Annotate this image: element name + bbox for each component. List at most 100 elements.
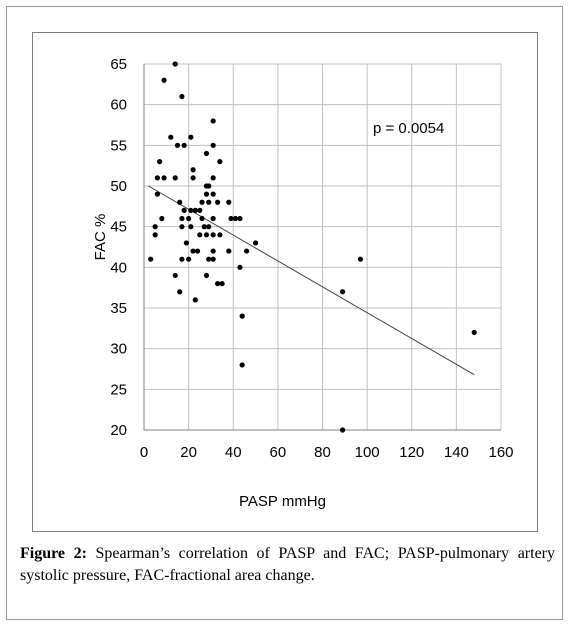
x-tick-label: 20 <box>180 444 197 461</box>
y-tick-label: 60 <box>110 97 127 114</box>
data-point <box>181 207 187 213</box>
data-point <box>179 215 185 222</box>
data-point <box>357 256 364 262</box>
data-point <box>210 256 216 262</box>
data-point <box>186 215 192 222</box>
data-point <box>237 264 243 270</box>
data-point <box>210 142 216 148</box>
data-point <box>183 240 189 246</box>
chart-frame: 0 20 40 60 80 100 120 140 160 65 60 55 50 45 40 35 30 25 2… <box>32 32 538 532</box>
y-tick-label: 65 <box>110 56 127 73</box>
data-point <box>154 175 160 181</box>
data-point <box>203 150 210 157</box>
data-point <box>192 207 198 213</box>
data-point <box>174 142 181 148</box>
data-point <box>172 272 178 279</box>
x-tick-label: 60 <box>270 444 287 461</box>
data-point <box>215 199 221 205</box>
data-point <box>179 256 185 262</box>
figure-frame: 0 20 40 60 80 100 120 140 160 65 60 55 50 45 40 35 30 25 2… <box>6 6 563 620</box>
data-point <box>226 199 232 205</box>
data-point <box>210 118 216 124</box>
data-point <box>148 256 154 262</box>
data-point <box>210 248 216 254</box>
data-point <box>154 191 160 197</box>
y-axis-label: FAC % <box>92 214 109 261</box>
data-point <box>203 232 210 238</box>
data-point <box>177 199 183 205</box>
data-point <box>203 191 210 197</box>
data-point <box>152 232 158 238</box>
data-point <box>339 427 346 433</box>
y-tick-label: 45 <box>110 219 127 236</box>
data-point <box>226 248 232 254</box>
data-point <box>199 199 205 205</box>
data-point <box>168 134 174 140</box>
y-tick-label: 40 <box>110 259 127 276</box>
data-point <box>252 240 259 246</box>
data-point <box>152 224 158 230</box>
x-tick-label: 40 <box>225 444 242 461</box>
x-tick-label: 0 <box>140 444 148 461</box>
data-point <box>181 142 187 148</box>
data-point <box>206 224 212 230</box>
y-tick-label: 25 <box>110 381 127 398</box>
data-point <box>161 175 167 181</box>
data-point <box>192 297 198 303</box>
data-point <box>206 199 212 205</box>
data-point <box>239 362 245 368</box>
y-tick-label: 30 <box>110 341 127 358</box>
x-tick-label: 100 <box>355 444 380 461</box>
p-value-annotation: p = 0.0054 <box>373 120 444 137</box>
data-point <box>237 215 243 222</box>
data-point <box>206 256 212 262</box>
y-tick-label: 35 <box>110 300 127 317</box>
data-point <box>232 215 239 222</box>
data-point <box>228 215 234 222</box>
data-point <box>217 232 223 238</box>
y-tick-label: 50 <box>110 178 127 195</box>
x-tick-label: 160 <box>488 444 513 461</box>
data-point <box>210 175 216 181</box>
data-point <box>188 134 194 140</box>
caption-label: Figure 2: <box>20 545 87 562</box>
data-point <box>210 232 216 238</box>
data-point <box>215 281 221 287</box>
x-tick-label: 120 <box>399 444 424 461</box>
caption-text: Spearman’s correlation of PASP and FAC; … <box>20 545 556 584</box>
data-point <box>201 224 207 230</box>
data-point <box>190 167 196 173</box>
data-point <box>219 281 225 287</box>
data-point <box>157 159 163 165</box>
data-point <box>199 215 205 222</box>
y-tick-label: 55 <box>110 137 127 154</box>
data-point <box>186 256 192 262</box>
figure-caption: Figure 2: Spearman’s correlation of PASP… <box>20 543 555 587</box>
data-point <box>188 224 194 230</box>
data-point <box>172 175 178 181</box>
data-point <box>210 191 216 197</box>
data-point <box>339 289 346 295</box>
x-tick-label: 140 <box>444 444 469 461</box>
data-point <box>161 77 167 83</box>
data-point <box>197 232 203 238</box>
data-point <box>217 159 223 165</box>
data-point <box>190 248 196 254</box>
data-point <box>194 248 201 254</box>
data-point <box>190 175 196 181</box>
data-point <box>244 248 250 254</box>
y-tick-label: 20 <box>110 422 127 439</box>
data-point <box>179 224 185 230</box>
data-point <box>210 215 216 222</box>
data-point <box>179 93 185 100</box>
data-point <box>471 329 477 335</box>
data-point <box>197 207 203 213</box>
data-point <box>239 313 245 319</box>
data-point <box>177 289 183 295</box>
data-point <box>188 207 194 213</box>
x-axis-label: PASP mmHg <box>239 493 326 510</box>
data-point <box>159 215 165 222</box>
x-tick-label: 80 <box>314 444 331 461</box>
data-point <box>172 61 178 67</box>
data-point <box>206 183 212 189</box>
